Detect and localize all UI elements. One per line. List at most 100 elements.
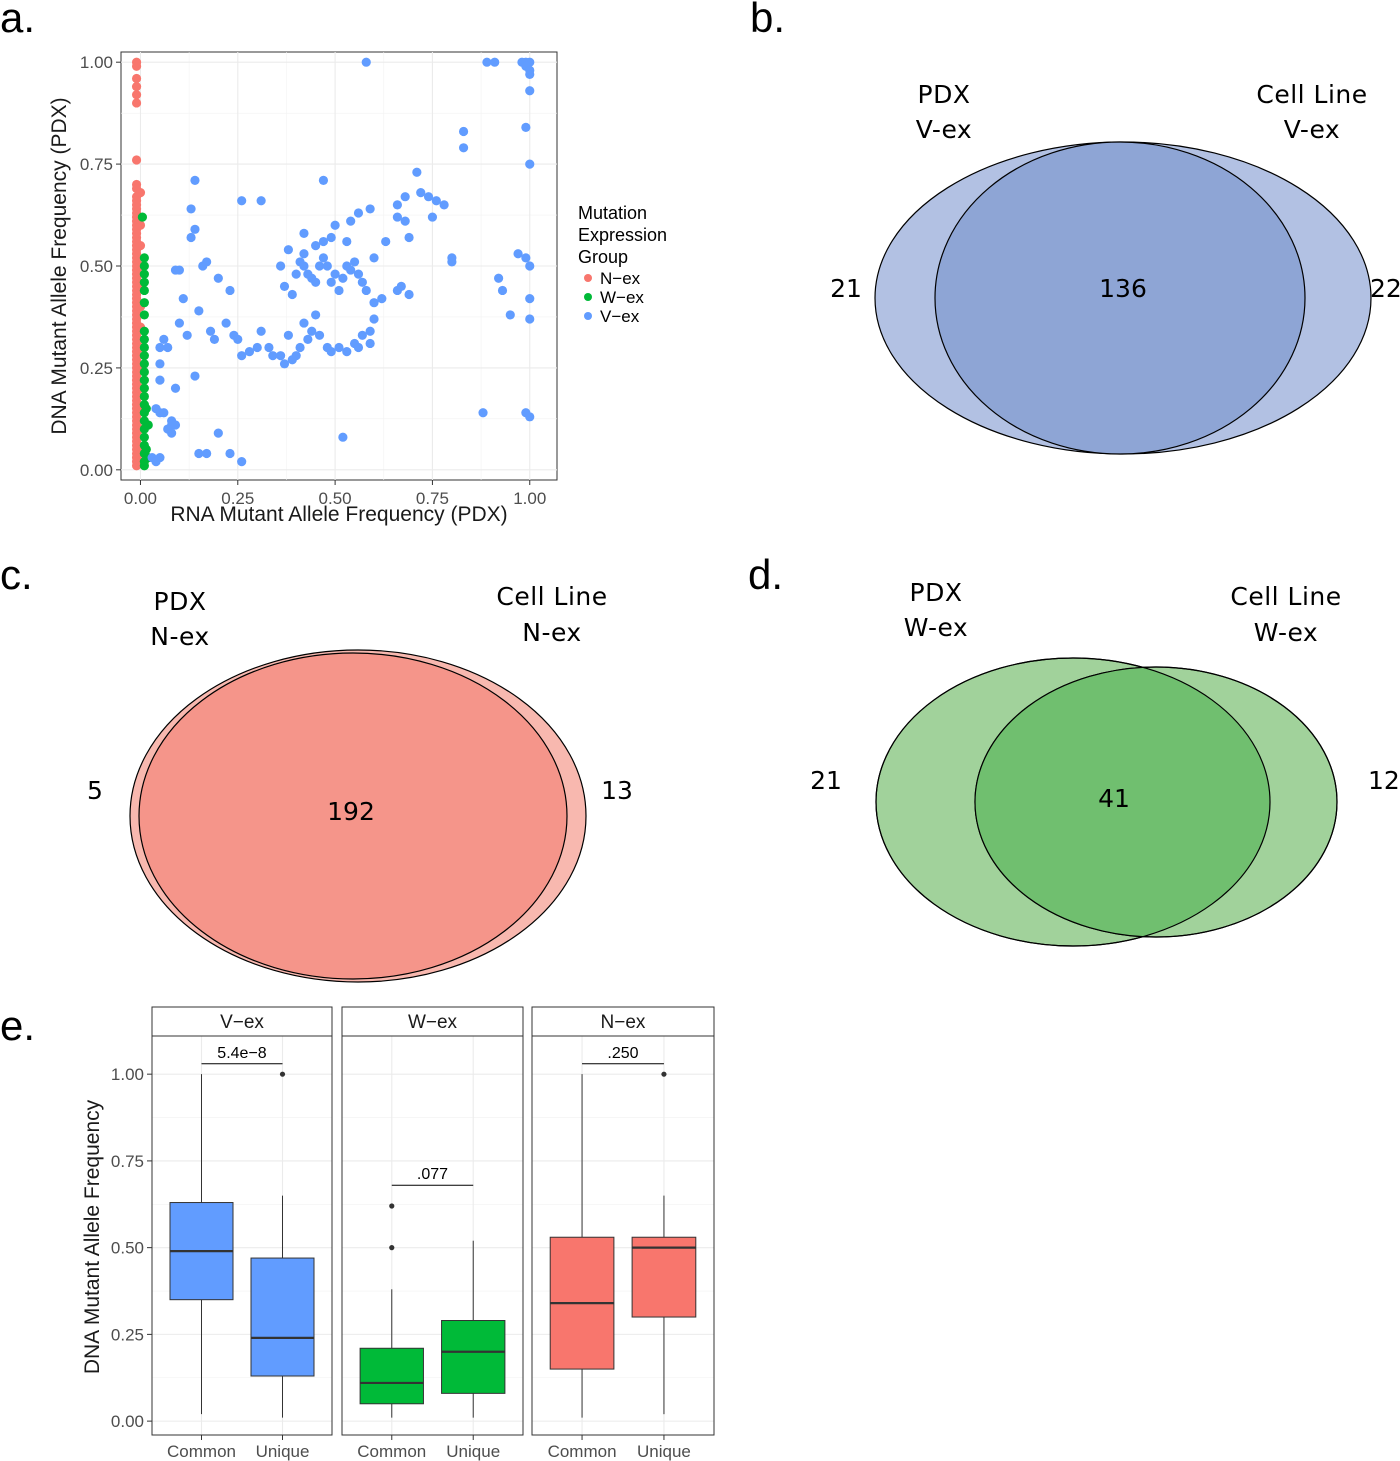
point-vex — [174, 318, 184, 328]
outlier-point — [279, 1071, 286, 1077]
legend-title-line-1: Mutation — [578, 203, 647, 223]
point-vex — [209, 334, 220, 344]
venn-b-left-label-1: PDX — [918, 80, 971, 109]
point-vex — [225, 285, 235, 296]
facet-border — [151, 1035, 333, 1436]
point-vex — [361, 285, 371, 296]
y-tick-label: 1.00 — [111, 1065, 144, 1084]
x-tick-label: 1.00 — [513, 489, 546, 508]
panel-e-y-axis-title: DNA Mutant Allele Frequency — [81, 1099, 104, 1374]
point-vex — [346, 216, 356, 226]
point-vex — [342, 347, 352, 357]
point-vex — [276, 351, 286, 361]
point-vex — [311, 310, 321, 320]
point-vex — [412, 167, 422, 177]
point-vex — [322, 261, 332, 271]
point-vex — [404, 289, 414, 300]
point-wex — [139, 342, 149, 353]
legend-label-w-ex: W−ex — [600, 288, 644, 307]
facet-strip-label: W−ex — [408, 1012, 458, 1033]
point-vex — [326, 232, 336, 243]
point-wex — [139, 432, 149, 442]
panel-a-x-axis-title: RNA Mutant Allele Frequency (PDX) — [170, 503, 507, 526]
panel-d-venn: d. PDX W-ex Cell Line W-ex 21 41 12 — [748, 551, 1400, 947]
legend-key-w-ex — [584, 293, 592, 301]
legend-title-line-2: Expression — [578, 225, 667, 245]
point-vex — [525, 294, 535, 304]
y-tick-label: 0.00 — [80, 461, 113, 480]
point-vex — [505, 310, 515, 320]
point-nex — [131, 73, 142, 84]
point-vex — [194, 448, 204, 459]
point-vex — [299, 261, 309, 271]
point-vex — [256, 196, 266, 206]
venn-d-right-count: 12 — [1368, 766, 1400, 795]
point-vex — [525, 86, 535, 96]
point-vex — [159, 334, 169, 344]
y-tick-label: 0.00 — [111, 1412, 144, 1431]
point-vex — [190, 224, 200, 234]
point-wex — [139, 326, 149, 336]
point-vex — [458, 143, 469, 153]
point-vex — [237, 457, 247, 467]
facet-strip-label: N−ex — [601, 1012, 646, 1033]
outlier-point — [389, 1245, 395, 1251]
point-wex — [141, 404, 151, 414]
point-vex — [525, 69, 535, 80]
x-tick-label: 0.00 — [124, 489, 157, 508]
legend-label-n-ex: N−ex — [600, 269, 641, 288]
x-tick-label: Unique — [637, 1442, 691, 1461]
facet-wex: W−ex .077 Common Unique — [341, 1006, 524, 1461]
point-vex — [268, 351, 278, 361]
point-vex — [334, 342, 344, 353]
pvalue-label: .250 — [607, 1045, 638, 1062]
venn-c-pdx-circle — [138, 652, 568, 980]
point-wex — [143, 420, 153, 430]
point-vex — [330, 269, 340, 279]
legend-title-line-3: Group — [578, 247, 628, 267]
point-vex — [314, 330, 325, 340]
point-vex — [311, 241, 321, 251]
point-vex — [525, 412, 535, 422]
point-vex — [314, 261, 325, 271]
venn-c-right-count: 13 — [601, 776, 633, 805]
box-unique — [441, 1320, 506, 1394]
facet-nex: N−ex .250 Common Unique — [531, 1006, 715, 1461]
point-vex — [186, 232, 196, 243]
venn-c-left-label-2: N-ex — [150, 622, 209, 651]
venn-b-left-label-2: V-ex — [916, 115, 972, 144]
panel-a-legend: Mutation Expression Group N−ex W−ex V−ex — [578, 203, 667, 326]
point-wex — [139, 375, 149, 385]
facet-strip — [341, 1006, 524, 1037]
y-tick-label: 0.25 — [111, 1325, 144, 1344]
point-vex — [318, 253, 329, 263]
point-vex — [353, 342, 364, 353]
point-nex — [131, 98, 142, 108]
point-wex — [139, 367, 149, 377]
point-vex — [404, 232, 414, 243]
pvalue-label: .077 — [417, 1166, 448, 1183]
y-tick-label: 1.00 — [80, 53, 113, 72]
point-wex — [139, 461, 149, 471]
venn-b-left-count: 21 — [830, 274, 862, 303]
point-vex — [525, 261, 535, 271]
point-vex — [182, 330, 192, 340]
point-wex — [139, 383, 149, 393]
point-vex — [357, 277, 367, 287]
point-vex — [155, 342, 165, 353]
point-vex — [170, 383, 181, 393]
point-vex — [342, 236, 352, 247]
point-wex — [139, 310, 149, 320]
x-tick-label: Unique — [446, 1442, 500, 1461]
point-vex — [202, 257, 212, 267]
point-vex — [525, 314, 535, 324]
point-vex — [326, 277, 336, 287]
point-vex — [521, 253, 531, 263]
point-vex — [349, 257, 360, 267]
y-tick-label: 0.75 — [111, 1152, 144, 1171]
point-wex — [139, 391, 149, 402]
point-vex — [318, 175, 329, 185]
legend-label-v-ex: V−ex — [600, 307, 640, 326]
point-wex — [139, 277, 149, 287]
